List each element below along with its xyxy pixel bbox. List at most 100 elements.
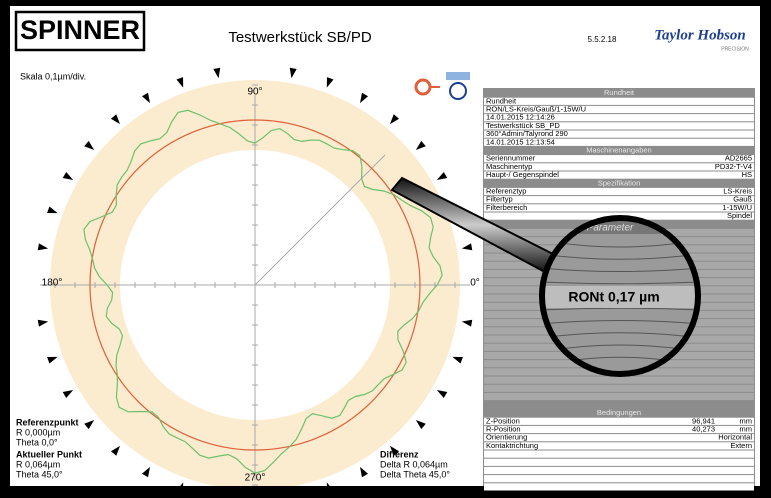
brand-sub: PRECISION (721, 46, 749, 52)
angle-label: 180° (42, 278, 63, 289)
angle-marker (84, 419, 95, 430)
angle-marker (461, 243, 473, 251)
row-value: 96,941 (692, 416, 715, 425)
row-label: Referenztyp (486, 186, 526, 195)
row (484, 450, 754, 458)
angle-marker (37, 319, 49, 327)
angle-marker (461, 319, 473, 327)
row (484, 376, 754, 384)
row-label: Testwerkstück SB_PD (486, 121, 560, 130)
section-title: Rundheit (604, 88, 635, 97)
row (484, 105, 754, 114)
row-label: R-Position (486, 424, 521, 433)
row-value: Spindel (727, 211, 752, 220)
row (484, 138, 754, 146)
angle-label: 270° (245, 473, 266, 484)
angle-label: 0° (470, 278, 480, 289)
logo-box (14, 10, 146, 52)
angle-marker (289, 67, 297, 79)
row-value: 40,273 (692, 424, 715, 433)
icons (414, 72, 470, 100)
angle-marker (47, 356, 58, 364)
logo: SPINNER (20, 15, 140, 45)
lens-stripe (544, 253, 696, 260)
row-unit: Horizontal (718, 433, 752, 442)
section-header (483, 89, 755, 98)
icon (449, 82, 467, 100)
angle-marker (326, 77, 334, 88)
angle-marker (389, 445, 400, 456)
angle-marker (452, 356, 463, 364)
row-label: Z-Position (486, 416, 520, 425)
row (484, 475, 754, 483)
row-label: Orientierung (486, 433, 527, 442)
info-title: Aktueller Punkt (16, 449, 82, 459)
row-label: 14.01.2015 12:14:26 (486, 113, 555, 122)
angle-marker (84, 140, 95, 151)
info-line: Delta R 0,064µm (380, 459, 448, 469)
polar-plot (37, 67, 473, 486)
row (484, 434, 754, 442)
row-label: Rundheit (486, 96, 517, 105)
row (484, 155, 754, 163)
row-value: Gauß (733, 195, 752, 204)
row (484, 466, 754, 475)
version: 5.5.2.18 (588, 35, 617, 44)
pointer-line (254, 154, 386, 286)
row-label: Filterbereich (486, 203, 527, 212)
row (484, 458, 754, 466)
angle-marker (62, 171, 74, 180)
info-line: Theta 45,0° (16, 469, 63, 479)
brand: Taylor Hobson (654, 27, 746, 43)
lens-stripe (544, 320, 696, 325)
row-label: Haupt-/ Gegenspindel (486, 170, 559, 179)
angle-marker (141, 466, 150, 478)
angle-marker (360, 92, 369, 104)
info-title: Differenz (380, 449, 419, 459)
row (484, 442, 754, 450)
row-unit: mm (740, 416, 753, 425)
row-label: Kontaktrichtung (486, 441, 538, 450)
row (484, 97, 754, 105)
lens-stripe (544, 307, 696, 311)
row-label: Filtertyp (486, 195, 513, 204)
row-label: 14.01.2015 12:13:54 (486, 137, 555, 146)
row (484, 204, 754, 212)
angle-marker (389, 114, 400, 125)
magnifier: Parameter RONt 0,17 µm (390, 176, 701, 377)
info-title: Referenzpunkt (16, 417, 79, 427)
row-value: HS (742, 170, 752, 179)
angle-marker (415, 140, 426, 151)
row (484, 163, 754, 171)
icon (446, 72, 470, 80)
row-value: 1-15W/U (722, 203, 752, 212)
lens-stripe (544, 281, 696, 285)
angle-marker (436, 390, 448, 399)
angle-marker (176, 77, 184, 88)
lens-stripe (544, 267, 696, 272)
magnifier-ring (539, 215, 701, 377)
row-label: Seriennummer (486, 154, 536, 163)
info-line: Theta 0,0° (16, 437, 58, 447)
lens-stripe (544, 332, 696, 339)
row-value: LS-Kreis (723, 186, 752, 195)
info-line: Delta Theta 45,0° (380, 469, 450, 479)
angle-label: 90° (247, 87, 262, 98)
row (484, 483, 754, 491)
row-unit: mm (740, 424, 753, 433)
reference-circle (89, 119, 421, 451)
angle-marker (110, 114, 121, 125)
row-value: PD32-T-V4 (715, 162, 752, 171)
row (484, 114, 754, 122)
section-header (483, 409, 755, 418)
row-value: AD2665 (725, 154, 752, 163)
profile (83, 109, 443, 474)
row (484, 417, 754, 425)
row-label: 360°Admin/Talyrond 290 (486, 129, 568, 138)
info-line: R 0,064µm (16, 459, 60, 469)
angle-marker (213, 67, 221, 79)
angle-marker (141, 92, 150, 104)
lens-row (544, 286, 696, 308)
section-header (483, 179, 755, 188)
